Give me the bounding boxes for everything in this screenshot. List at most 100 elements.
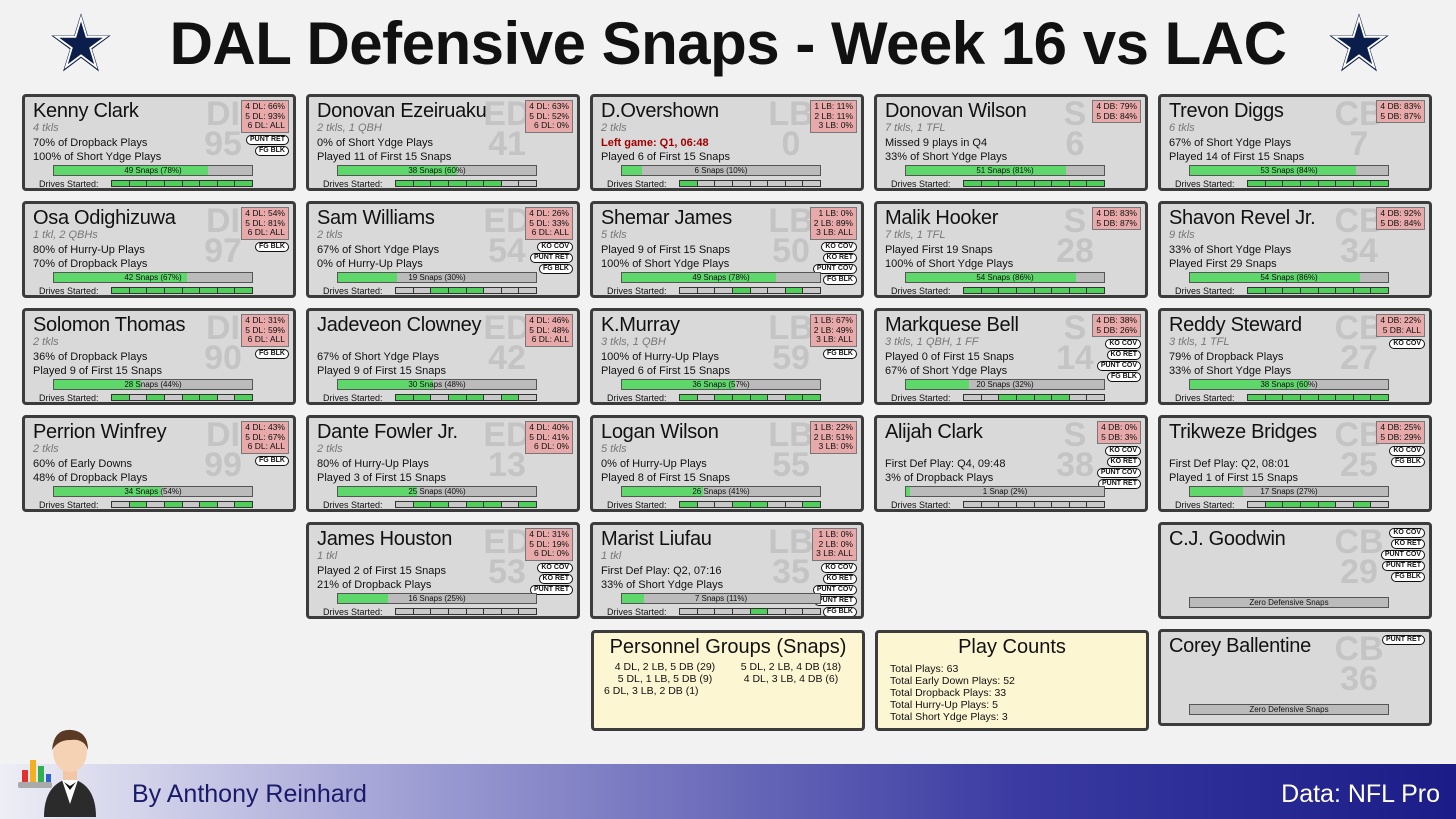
snap-bar: Zero Defensive Snaps [1189, 597, 1389, 608]
drive-cell [999, 395, 1017, 400]
special-teams-tags: FG BLK [822, 349, 857, 359]
jersey-number: 25 [1340, 446, 1378, 484]
split-value: 5 DL: 33% [529, 217, 569, 228]
player-card: S 6 Donovan Wilson 7 tkls, 1 TFL Missed 9 pl… [874, 94, 1148, 191]
drive-cell [147, 181, 165, 186]
special-teams-badge: PUNT COV [1096, 468, 1141, 478]
drive-cell [1336, 288, 1354, 293]
snap-bar-fill [54, 380, 142, 389]
special-teams-tags: KO COV KO RET PUNT COV PUNT RET [1096, 446, 1141, 489]
drives-strip [111, 394, 253, 401]
split-value: 3 LB: ALL [816, 227, 853, 237]
player-name: Perrion Winfrey [33, 421, 167, 443]
drives-strip [679, 501, 821, 508]
special-teams-badge: FG BLK [254, 349, 289, 359]
position-label: S [1063, 202, 1087, 240]
stat-line: 67% of Short Ydge Plays [1169, 137, 1292, 149]
stat-line: Played 9 of First 15 Snaps [317, 365, 447, 377]
drives-label: Drives Started: [39, 286, 99, 296]
personnel-splits: 4 DL: 40% 5 DL: 41% 6 DL: 0% [525, 421, 573, 454]
drive-cell [803, 502, 820, 507]
drive-cell [1069, 502, 1088, 507]
personnel-splits: 1 LB: 0% 2 LB: 0% 3 LB: ALL [812, 528, 857, 561]
special-teams-badge: KO COV [1105, 339, 1141, 349]
drive-cell [1371, 181, 1388, 186]
drive-cell [697, 395, 716, 400]
special-teams-badge: PUNT COV [812, 585, 857, 595]
split-value: 5 DL: 93% [245, 110, 285, 121]
player-card: S 38 Alijah Clark First Def Play: Q4, 09:48… [874, 415, 1148, 512]
drive-cell [1052, 181, 1070, 186]
player-card: CB 34 Shavon Revel Jr. 9 tkls 33% of Short Y… [1158, 201, 1432, 298]
player-card: DI 90 Solomon Thomas 2 tkls 36% of Dropback … [22, 308, 296, 405]
drive-cell [484, 288, 502, 293]
drives-label: Drives Started: [323, 500, 383, 510]
snap-count: 7 Snaps (11%) [694, 594, 748, 603]
drive-cell [431, 609, 449, 614]
drive-cell [697, 609, 716, 614]
split-value: 5 DB: 29% [1380, 431, 1421, 442]
special-teams-badge: FG BLK [254, 242, 289, 252]
drive-cell [1300, 395, 1319, 400]
drive-cell [501, 288, 520, 293]
jersey-watermark: DI 99 [193, 418, 253, 482]
play-count-item: Total Dropback Plays: 33 [890, 687, 1007, 699]
split-value: 4 DB: 92% [1380, 208, 1421, 218]
position-label: S [1063, 309, 1087, 347]
drive-cell [680, 288, 698, 293]
player-name: Dante Fowler Jr. [317, 421, 458, 443]
jersey-number: 50 [772, 232, 810, 270]
stat-line: 3% of Dropback Plays [885, 472, 994, 484]
player-card: ED 41 Donovan Ezeiruaku 2 tkls, 1 QBH 0% of … [306, 94, 580, 191]
special-teams-badge: FG BLK [1390, 572, 1425, 582]
personnel-item: 5 DL, 1 LB, 5 DB (9) [617, 673, 713, 685]
drive-cell [1034, 181, 1053, 186]
snap-count: 26 Snaps (41%) [692, 487, 750, 496]
special-teams-badge: FG BLK [1390, 457, 1425, 467]
jersey-watermark: ED 41 [477, 97, 537, 161]
drives-strip [963, 180, 1105, 187]
snap-bar-fill [622, 166, 642, 175]
drive-cell [413, 181, 432, 186]
drive-cell [1052, 288, 1070, 293]
drive-cell [466, 395, 485, 400]
drive-cell [235, 395, 252, 400]
drive-cell [999, 288, 1017, 293]
drive-cell [1248, 395, 1266, 400]
split-value: 6 DL: ALL [247, 441, 285, 451]
player-name: K.Murray [601, 314, 680, 336]
drives-label: Drives Started: [323, 393, 383, 403]
position-label: LB [768, 416, 814, 454]
drive-cell [1087, 181, 1104, 186]
personnel-splits: 4 DL: 54% 5 DL: 81% 6 DL: ALL [241, 207, 289, 240]
drive-cell [697, 502, 716, 507]
special-teams-badge: KO COV [1389, 528, 1425, 538]
player-card: DI 99 Perrion Winfrey 2 tkls 60% of Early Do… [22, 415, 296, 512]
player-stats: 9 tkls [1169, 229, 1195, 241]
stat-line: 100% of Short Ydge Plays [885, 258, 1014, 270]
snap-count: 28 Snaps (44%) [124, 380, 182, 389]
drive-cell [732, 395, 751, 400]
player-stats: 2 tkls, 1 QBH [317, 122, 382, 134]
jersey-watermark: CB 29 [1329, 525, 1389, 589]
special-teams-badge: KO RET [538, 574, 573, 584]
drive-cell [1034, 395, 1053, 400]
special-teams-badge: KO RET [1106, 457, 1141, 467]
special-teams-badge: KO RET [822, 253, 857, 263]
jersey-number: 0 [781, 125, 801, 163]
drive-cell [1265, 181, 1284, 186]
drives-label: Drives Started: [323, 179, 383, 189]
jersey-watermark: LB 59 [761, 311, 821, 375]
drive-cell [1069, 288, 1088, 293]
play-count-item: Total Early Down Plays: 52 [890, 675, 1015, 687]
drive-cell [715, 502, 733, 507]
drive-cell [484, 609, 502, 614]
drive-cell [164, 288, 183, 293]
special-teams-tags: FG BLK [254, 242, 289, 252]
special-teams-badge: FG BLK [822, 275, 857, 285]
split-value: 1 LB: 22% [813, 422, 853, 432]
player-card: ED 13 Dante Fowler Jr. 2 tkls 80% of Hurry-U… [306, 415, 580, 512]
drive-cell [519, 181, 536, 186]
player-name: Alijah Clark [885, 421, 983, 443]
snap-bar-fill [54, 487, 161, 496]
